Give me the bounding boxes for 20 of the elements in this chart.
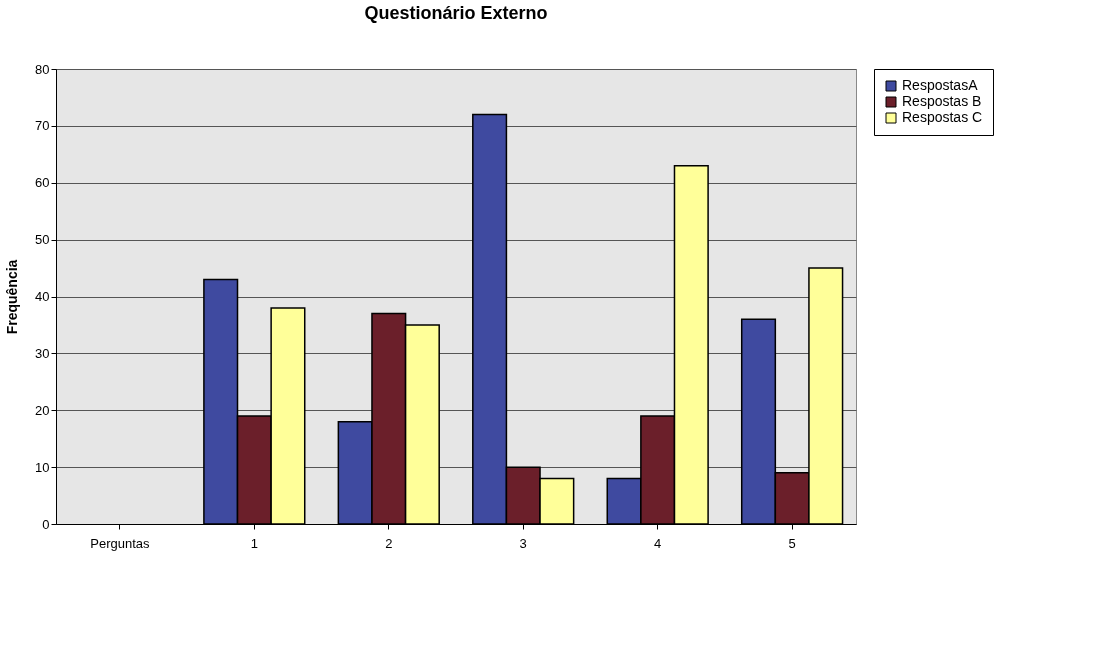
legend-label: Respostas B (902, 93, 982, 109)
x-tick-label: 2 (385, 535, 393, 551)
y-tick-label: 50 (35, 232, 50, 248)
y-tick-label: 60 (35, 175, 50, 191)
y-tick-label: 20 (35, 402, 50, 418)
x-tick-label: 4 (654, 535, 662, 551)
y-tick-label: 30 (35, 345, 50, 361)
chart-title: Questionário Externo (364, 3, 548, 23)
y-tick-label: 80 (35, 61, 50, 77)
legend-label: Respostas C (902, 109, 983, 125)
x-tick-label: Perguntas (90, 535, 150, 551)
y-tick-label: 10 (35, 459, 50, 475)
x-tick-label: 5 (788, 535, 796, 551)
x-tick-label: 1 (250, 535, 258, 551)
y-tick-label: 0 (42, 516, 50, 532)
y-tick-label: 70 (35, 118, 50, 134)
x-tick-label: 3 (519, 535, 527, 551)
y-axis-title: Frequência (4, 259, 21, 335)
y-tick-label: 40 (35, 289, 50, 304)
legend-label: RespostasA (902, 77, 979, 93)
